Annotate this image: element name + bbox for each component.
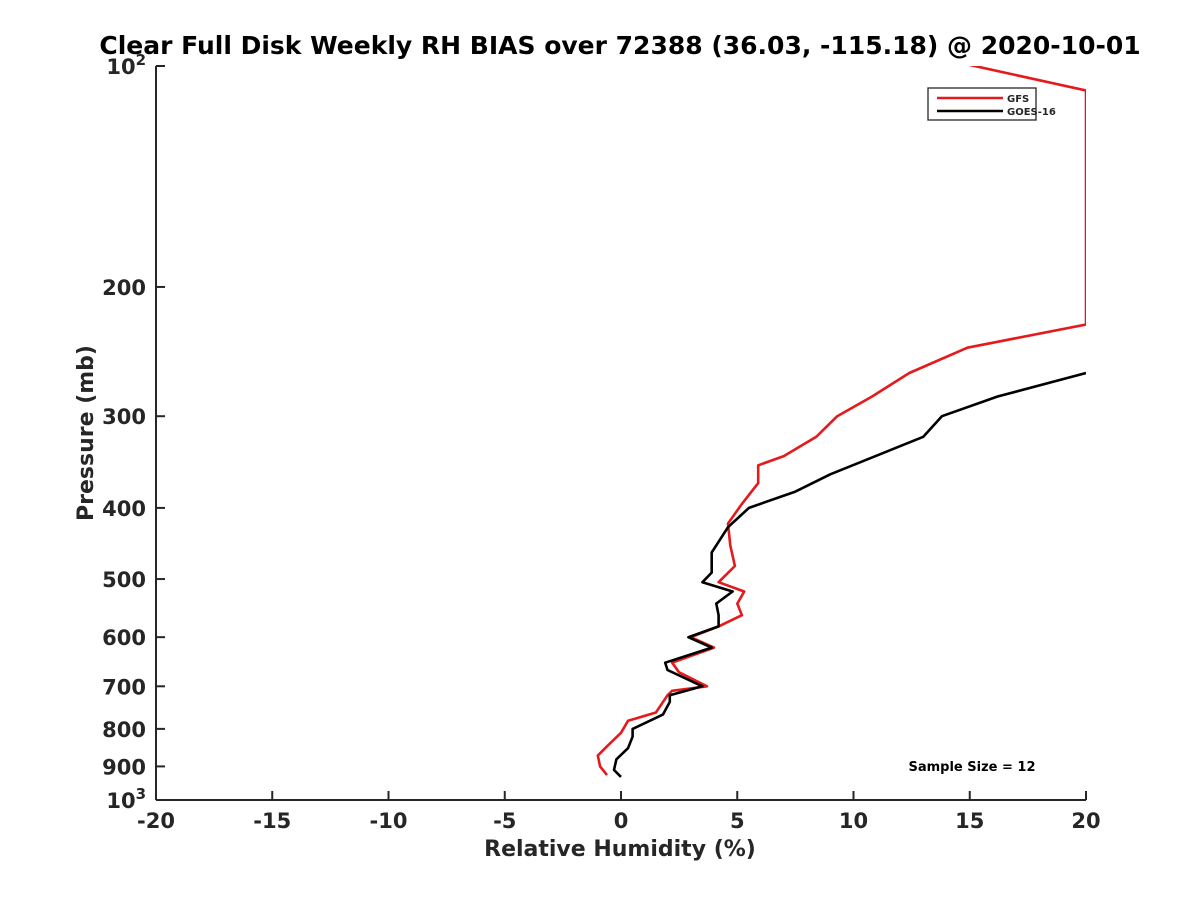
axes-layer: -20 -15 -10 -5 0 5 10 15 20 102 200 300 400 500 600 700… bbox=[102, 51, 1100, 833]
x-tick-label: 5 bbox=[730, 809, 745, 833]
legend-label-gfs: GFS bbox=[1007, 94, 1029, 105]
series-layer bbox=[596, 66, 1086, 778]
y-tick-label: 600 bbox=[102, 626, 146, 650]
x-tick-label: 0 bbox=[614, 809, 629, 833]
series-line-gfs bbox=[596, 66, 1086, 776]
y-tick-label: 200 bbox=[102, 276, 146, 300]
legend-box bbox=[927, 87, 1037, 121]
x-tick-label: 20 bbox=[1071, 809, 1100, 833]
y-tick-label: 400 bbox=[102, 497, 146, 521]
series-line-goes16 bbox=[612, 371, 1086, 778]
x-tick-label: -5 bbox=[493, 809, 516, 833]
y-tick-label: 103 bbox=[106, 785, 146, 813]
y-tick-label: 300 bbox=[102, 405, 146, 429]
sample-size-annotation: Sample Size = 12 bbox=[908, 760, 1035, 775]
y-axis-label: Pressure (mb) bbox=[74, 345, 99, 521]
y-tick-label: 102 bbox=[106, 51, 146, 79]
y-tick-label: 900 bbox=[102, 755, 146, 779]
x-tick-label: -10 bbox=[370, 809, 408, 833]
y-tick-label: 800 bbox=[102, 718, 146, 742]
x-tick-label: -15 bbox=[253, 809, 291, 833]
legend-label-goes16: GOES-16 bbox=[1007, 107, 1056, 118]
y-tick-label: 500 bbox=[102, 568, 146, 592]
x-tick-label: 10 bbox=[839, 809, 868, 833]
x-tick-label: 15 bbox=[955, 809, 984, 833]
legend: GFS GOES-16 bbox=[927, 87, 1056, 121]
x-tick-label: -20 bbox=[137, 809, 175, 833]
y-tick-label: 700 bbox=[102, 675, 146, 699]
chart-title: Clear Full Disk Weekly RH BIAS over 7238… bbox=[99, 31, 1140, 60]
x-axis-label: Relative Humidity (%) bbox=[484, 837, 756, 862]
